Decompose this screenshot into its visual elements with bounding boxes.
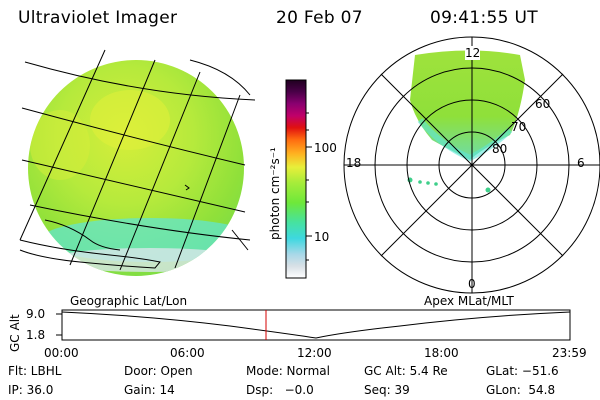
- lat-label-80: 80: [492, 142, 508, 156]
- mode-info: Mode: Normal: [246, 364, 330, 378]
- glat-info: GLat: −51.6: [486, 364, 559, 378]
- colorbar-tick-10: 10: [314, 230, 330, 244]
- mlt-label-0: 0: [468, 277, 476, 291]
- apex-panel-label: Apex MLat/MLT: [424, 294, 514, 308]
- altitude-plot-frame: [61, 309, 571, 341]
- polar-plot: [343, 36, 600, 294]
- geographic-image-panel: [19, 49, 256, 276]
- geo-grid: [19, 49, 256, 271]
- time-tick-1200: 12:00: [297, 346, 332, 360]
- colorbar-unit-label: photon cm⁻²s⁻¹: [268, 147, 282, 240]
- time-tick-2359: 23:59: [552, 346, 587, 360]
- mlt-label-18: 18: [346, 156, 362, 170]
- time-tick-1800: 18:00: [424, 346, 459, 360]
- lat-label-70: 70: [511, 120, 527, 134]
- auroral-image-region: [410, 50, 525, 160]
- filter-info: Flt: LBHL: [8, 364, 62, 378]
- time-tick-0600: 06:00: [170, 346, 205, 360]
- seq-info: Seq: 39: [364, 383, 410, 397]
- altitude-ytick-max: 9.0: [26, 307, 46, 321]
- mlt-label-12: 12: [465, 46, 481, 60]
- instrument-title: Ultraviolet Imager: [18, 8, 178, 28]
- altitude-ytick-min: 1.8: [26, 328, 46, 342]
- lat-label-60: 60: [535, 97, 551, 111]
- coastline: [19, 184, 249, 269]
- gain-info: Gain: 14: [124, 383, 175, 397]
- altitude-ylabel: GC Alt: [8, 314, 22, 352]
- date-label: 20 Feb 07: [276, 8, 363, 28]
- glon-info: GLon: 54.8: [486, 383, 556, 397]
- colorbar: [285, 79, 312, 279]
- geographic-panel-label: Geographic Lat/Lon: [70, 294, 188, 308]
- mlt-label-6: 6: [577, 156, 585, 170]
- altitude-plot: [56, 309, 571, 341]
- gc-alt-info: GC Alt: 5.4 Re: [364, 364, 448, 378]
- door-info: Door: Open: [124, 364, 193, 378]
- time-tick-0000: 00:00: [44, 346, 79, 360]
- time-label: 09:41:55 UT: [430, 8, 538, 28]
- ip-info: IP: 36.0: [8, 383, 54, 397]
- dsp-info: Dsp: −0.0: [246, 383, 314, 397]
- colorbar-tick-100: 100: [314, 141, 337, 155]
- colorbar-scale: [285, 79, 307, 279]
- altitude-curve: [61, 311, 571, 339]
